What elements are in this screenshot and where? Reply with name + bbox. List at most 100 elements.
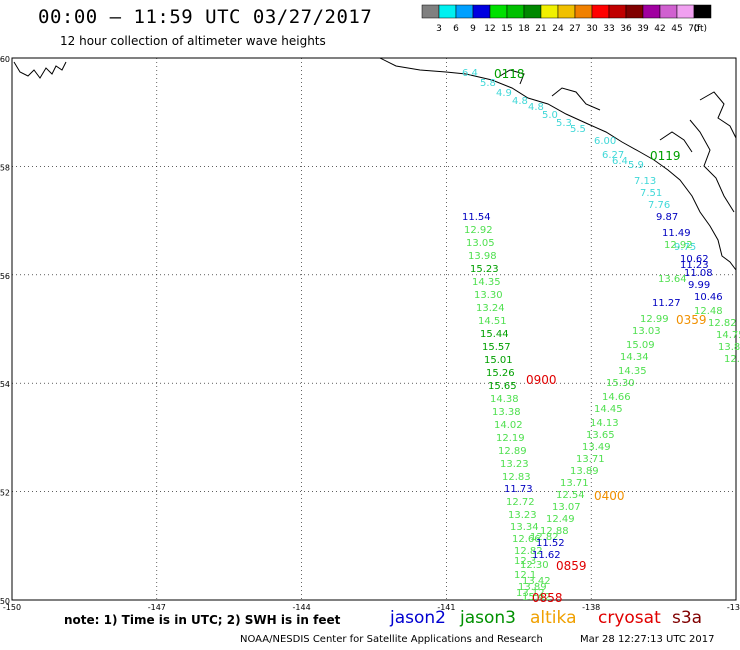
colorbar-tick-label: 3 — [436, 24, 442, 34]
wave-height-label: 13.71 — [560, 478, 589, 489]
wave-height-label: 4.8 — [528, 102, 544, 113]
lat-tick-label: 52 — [0, 489, 10, 498]
wave-height-label: 15.57 — [482, 342, 511, 353]
wave-height-label: 13.30 — [474, 290, 503, 301]
wave-height-label: 7.51 — [640, 188, 662, 199]
wave-height-label: 7.13 — [634, 176, 656, 187]
wave-height-label: 12.19 — [496, 433, 525, 444]
lon-tick-label: -135 — [727, 603, 740, 610]
wave-height-label: 12.54 — [556, 490, 585, 501]
wave-height-label: 13.89 — [518, 582, 547, 593]
colorbar-tick-label: 42 — [654, 24, 665, 34]
wave-height-label: 12.92 — [664, 240, 693, 251]
wave-height-label: 13.42 — [522, 576, 551, 587]
wave-height-label: 14.02 — [494, 420, 523, 431]
colorbar-tick-label: 9 — [470, 24, 476, 34]
lon-tick-label: -147 — [148, 603, 166, 610]
lon-tick-label: -144 — [293, 603, 311, 610]
wave-height-label: 14.34 — [620, 352, 649, 363]
colorbar-tick-label: 70 — [688, 24, 700, 34]
wave-height-label: 11.52 — [536, 538, 565, 549]
lon-tick-label: -141 — [437, 603, 455, 610]
wave-height-label: 12.66 — [512, 534, 541, 545]
wave-height-label: 12.82 — [708, 318, 737, 329]
wave-height-label: 13.98 — [468, 251, 497, 262]
wave-height-label: 11.54 — [462, 212, 491, 223]
wave-height-map: 605856545250-150-147-144-141-138-1356.45… — [0, 55, 740, 610]
wave-height-label: 12.82 — [530, 532, 559, 543]
colorbar-tick-label: 18 — [518, 24, 530, 34]
page-subtitle: 12 hour collection of altimeter wave hei… — [60, 34, 326, 48]
colorbar-tick-label: 21 — [535, 24, 546, 34]
wave-height-label: 12.49 — [546, 514, 575, 525]
wave-height-label: 12.88 — [540, 526, 569, 537]
wave-height-label: 13.49 — [582, 442, 611, 453]
legend-entry-s3a: s3a — [672, 608, 703, 628]
wave-height-label: 13.65 — [586, 430, 615, 441]
time-label: 0118 — [494, 67, 525, 81]
wave-height-label: 12.9 — [724, 354, 740, 365]
wave-height-label: 9.87 — [656, 212, 678, 223]
colorbar-tick-label: 33 — [603, 24, 614, 34]
colorbar-tick-label: 39 — [637, 24, 649, 34]
wave-height-label: 15.23 — [470, 264, 499, 275]
lat-tick-label: 56 — [0, 272, 10, 281]
wave-height-label: 10.46 — [694, 292, 723, 303]
wave-height-label: 12.83 — [502, 472, 531, 483]
wave-height-label: 13.38 — [492, 407, 521, 418]
wave-height-label: 13.80 — [718, 342, 740, 353]
wave-height-label: 14.45 — [594, 404, 623, 415]
wave-height-label: 12.89 — [498, 446, 527, 457]
wave-height-label: 5.9 — [628, 160, 644, 171]
lon-tick-label: -150 — [3, 603, 21, 610]
map-frame — [11, 57, 737, 601]
wave-height-label: 11.27 — [652, 298, 681, 309]
wave-height-label: 12.30 — [520, 560, 549, 571]
colorbar-tick-label: 27 — [569, 24, 580, 34]
credit-line: NOAA/NESDIS Center for Satellite Applica… — [240, 634, 543, 645]
footer-note: note: 1) Time is in UTC; 2) SWH is in fe… — [64, 613, 341, 627]
wave-height-label: 12.48 — [694, 306, 723, 317]
wave-height-label: 5.0 — [542, 110, 558, 121]
wave-height-label: 12.82 — [514, 546, 543, 557]
wave-height-label: 13.64 — [658, 274, 687, 285]
wave-height-label: 15.42 — [522, 592, 551, 603]
colorbar-tick-label: 12 — [484, 24, 495, 34]
wave-height-label: 12.1 — [514, 570, 536, 581]
wave-height-label: 15.44 — [480, 329, 509, 340]
wave-height-label: 11.49 — [662, 228, 691, 239]
colorbar: 3 6 9 12 15 18 21 24 27 30 33 36 39 42 45 70(ft) — [421, 4, 712, 34]
lon-tick-label: -138 — [582, 603, 600, 610]
time-label: 0359 — [676, 313, 707, 327]
time-label: 0859 — [556, 559, 587, 573]
wave-height-label: 13.71 — [576, 454, 605, 465]
wave-height-label: 5.5 — [570, 124, 586, 135]
wave-height-label: 9.75 — [674, 242, 696, 253]
wave-height-label: 13.23 — [508, 510, 537, 521]
colorbar-tick-label: 36 — [620, 24, 632, 34]
wave-height-label: 15.30 — [606, 378, 635, 389]
colorbar-tick-label: 45 — [671, 24, 682, 34]
legend-entry-jason2: jason2 — [390, 608, 446, 628]
wave-height-label: 13.03 — [632, 326, 661, 337]
wave-height-label: 4.8 — [512, 96, 528, 107]
wave-height-label: 12.92 — [464, 225, 493, 236]
lat-tick-label: 54 — [0, 380, 10, 389]
wave-height-label: 13.34 — [510, 522, 539, 533]
wave-height-label: 6.4 — [612, 156, 628, 167]
time-label: 0119 — [650, 149, 681, 163]
wave-height-label: 7.76 — [648, 200, 670, 211]
wave-height-label: 6.27 — [602, 150, 624, 161]
page-title: 00:00 – 11:59 UTC 03/27/2017 — [38, 6, 373, 28]
wave-height-label: 6.4 — [462, 68, 478, 79]
wave-height-label: 14.13 — [590, 418, 619, 429]
wave-height-label: 13.12 — [516, 588, 545, 599]
timestamp: Mar 28 12:27:13 UTC 2017 — [580, 634, 715, 645]
colorbar-tick-label: 6 — [453, 24, 459, 34]
wave-height-label: 10.62 — [680, 254, 709, 265]
wave-height-label: 15.01 — [484, 355, 513, 366]
wave-height-label: 4.9 — [496, 88, 512, 99]
wave-height-label: 14.38 — [490, 394, 519, 405]
legend-entry-cryosat: cryosat — [598, 608, 661, 628]
colorbar-tick-label: 30 — [586, 24, 598, 34]
